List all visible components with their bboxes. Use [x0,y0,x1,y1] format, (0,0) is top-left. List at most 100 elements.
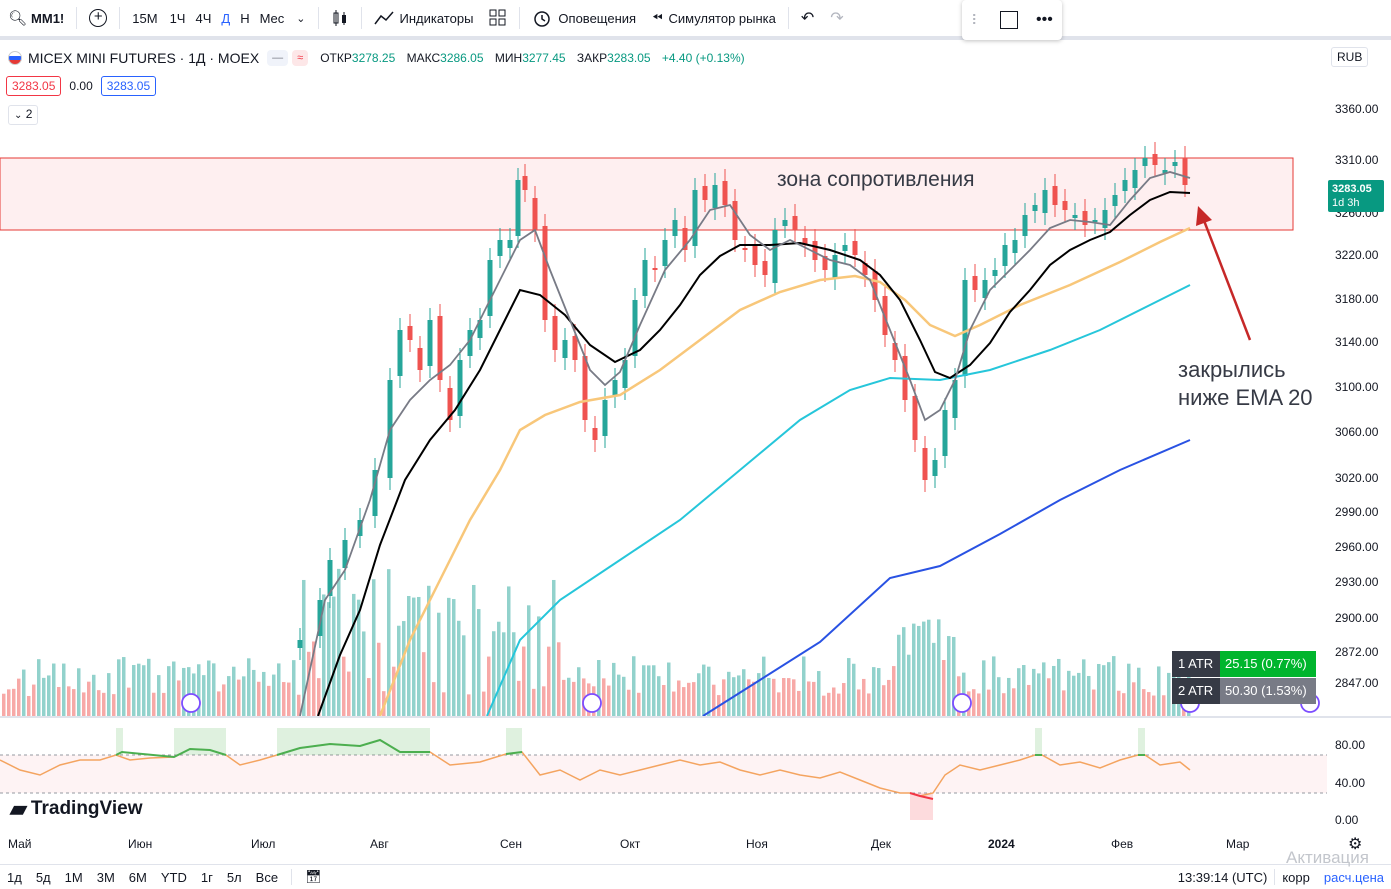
volume-bar [527,605,531,716]
goto-date-button[interactable]: 📅︎ [298,869,329,885]
ohlc-values: ОТКР3278.25 МАКС3286.05 МИН3277.45 ЗАКР3… [320,51,752,65]
visibility-toggle[interactable]: — [267,50,289,66]
fullscreen-icon[interactable] [999,11,1018,29]
range-ytd[interactable]: YTD [160,869,187,885]
volume-bar [1087,675,1091,716]
time-tick: Ноя [746,837,768,851]
price-chart[interactable] [0,40,1327,716]
pane-divider[interactable] [0,716,1391,718]
compare-button[interactable]: + [81,0,115,36]
range-1y[interactable]: 1г [200,869,213,885]
clock[interactable]: 13:39:14 (UTC) [1177,869,1268,885]
more-icon[interactable]: ••• [1036,11,1053,28]
legend-collapse-button[interactable]: ⌄ 2 [8,105,39,125]
alerts-button[interactable]: Оповещения [524,0,644,36]
overbought-zone [174,728,226,755]
volume-bar [1107,662,1111,716]
divider [317,7,319,29]
note-annotation-line2[interactable]: ниже EMA 20 [1178,385,1313,410]
candle-body [372,470,378,516]
ema-50-line [378,226,1191,716]
event-marker-icon[interactable] [582,693,602,713]
price-tick: 2900.00 [1335,611,1379,625]
volume-bar [477,609,481,716]
volume-bar [907,654,911,716]
sell-price-box[interactable]: 3283.05 [6,76,62,96]
volume-bar [332,596,336,716]
currency-select[interactable]: RUB [1331,47,1369,67]
note-annotation-line1[interactable]: закрылись [1178,357,1286,382]
timeframe-month[interactable]: Мес [259,10,285,26]
range-5y[interactable]: 5л [226,869,242,885]
volume-bar [47,675,51,716]
undo-button[interactable]: ↶ [793,0,822,36]
range-all[interactable]: Все [255,869,279,885]
range-6m[interactable]: 6М [128,869,147,885]
event-marker-icon[interactable] [952,693,972,713]
time-axis[interactable]: Май Июн Июл Авг Сен Окт Ноя Дек 2024 Фев… [0,830,1327,858]
buy-price-box[interactable]: 3283.05 [100,76,157,96]
volume-bar [367,678,371,716]
redo-button[interactable]: ↷ [822,0,851,36]
adjust-toggle[interactable]: корр [1282,869,1310,885]
volume-bar [277,663,281,716]
volume-bar [542,686,546,716]
spread-value: 0.00 [69,79,93,93]
timeframe-day[interactable]: Д [221,10,231,26]
candle-body [752,246,758,265]
range-1m[interactable]: 1М [64,869,83,885]
range-5d[interactable]: 5д [35,869,51,885]
settings-gear-icon[interactable]: ⚙ [1348,836,1363,853]
candle-body [972,276,978,290]
volume-bar [947,636,951,716]
volume-bar [197,664,201,716]
price-tick: 2990.00 [1335,505,1379,519]
timeframe-dropdown[interactable]: ⌄ [288,0,313,36]
volume-bar [82,692,86,716]
replay-button[interactable]: ⏪︎ Симулятор рынка [644,0,784,36]
atr-value: 50.30 (1.53%) [1220,678,1316,704]
volume-bar [162,692,166,716]
drag-handle-icon[interactable]: ⠇ [971,11,982,28]
volume-bar [687,682,691,716]
symbol-search[interactable]: 🔍︎ MM1! [0,0,72,36]
zone-annotation[interactable]: зона сопротивления [777,168,975,191]
candle-body [1082,211,1088,225]
candle-body [562,340,568,358]
range-1d[interactable]: 1д [7,869,22,885]
volume-bar [632,656,636,716]
price-axis[interactable]: 3360.00 3310.00 3260.00 3220.00 3180.00 … [1327,40,1391,830]
candle-body [962,280,968,376]
volume-bar [352,593,356,716]
candle-body [852,241,858,255]
volume-bar [427,585,431,716]
volume-bar [562,679,566,716]
price-mode[interactable]: расч.цена [1323,869,1384,885]
symbol-title[interactable]: MICEX MINI FUTURES · 1Д · MOEX [28,50,260,66]
volume-bar [1047,678,1051,716]
indicator-pane[interactable] [0,718,1327,828]
annotation-arrow[interactable] [1196,206,1252,341]
event-marker-icon[interactable] [181,693,201,713]
tradingview-logo[interactable]: ▰ TradingView [10,796,143,822]
timeframe-15m[interactable]: 15М [132,10,158,26]
alerts-label: Оповещения [558,10,637,26]
templates-button[interactable] [481,0,515,36]
settings-pill[interactable]: ≈ [292,50,309,66]
volume-bar [972,689,976,716]
bottom-toolbar: 1д 5д 1М 3М 6М YTD 1г 5л Все 📅︎ 13:39:14… [0,864,1391,889]
indicators-button[interactable]: Индикаторы [366,0,482,36]
volume-bar [797,690,801,716]
candle-body [622,360,628,388]
range-3m[interactable]: 3М [96,869,115,885]
timeframe-week[interactable]: Н [240,10,250,26]
timeframe-1h[interactable]: 1Ч [169,10,186,26]
candle-body [892,343,898,360]
candle-body [922,448,928,480]
resistance-zone[interactable] [0,157,1294,231]
candle-body [457,360,463,416]
volume-bar [467,694,471,716]
timeframe-4h[interactable]: 4Ч [195,10,212,26]
volume-bar [1067,670,1071,716]
chart-type-button[interactable] [323,0,357,36]
